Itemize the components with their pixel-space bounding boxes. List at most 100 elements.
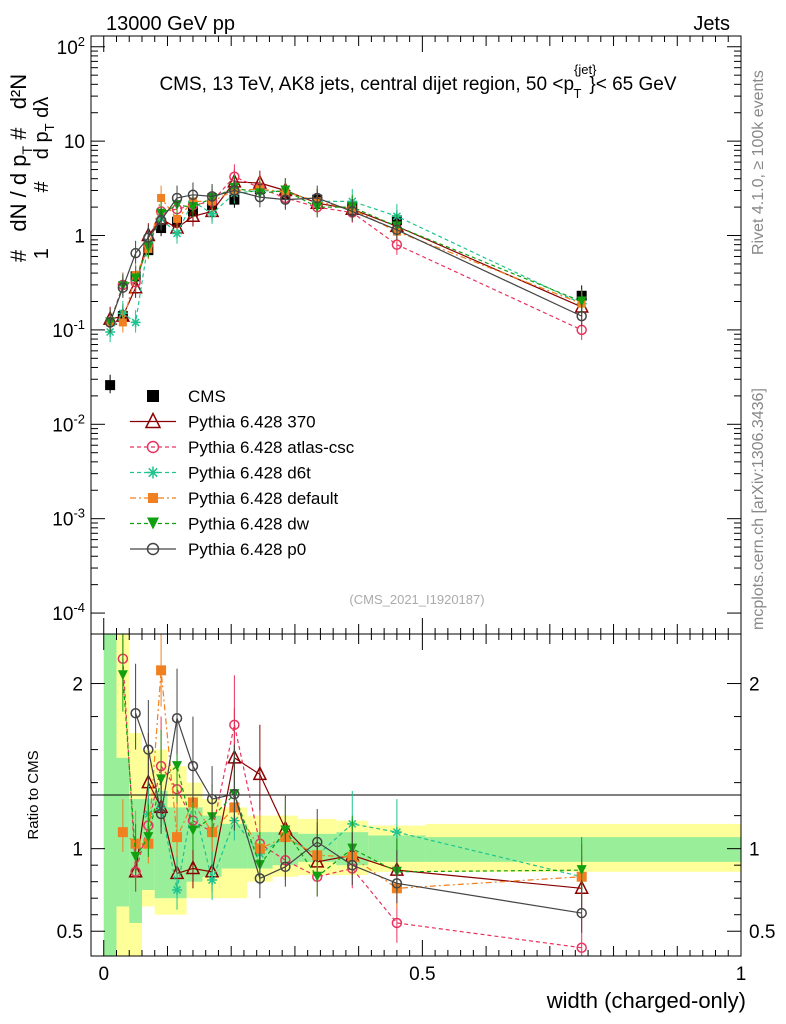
main-data-point [172,228,183,239]
ratio-series-line [135,713,582,914]
x-tick-label: 0.5 [409,964,435,985]
legend-label: Pythia 6.428 d6t [188,464,311,483]
main-data-point [171,192,183,204]
ratio-data-point [185,859,201,875]
legend-label: Pythia 6.428 dw [188,515,310,534]
ratio-data-point [172,832,183,843]
legend-item: Pythia 6.428 default [130,489,339,508]
ratio-data-point [280,861,291,873]
main-data-point [128,279,143,294]
ratio-y-tick-label: 1 [72,840,83,861]
ratio-plot-frame [90,633,742,957]
mcplots-label: mcplots.cern.ch [arXiv:1306.3436] [750,388,767,630]
ratio-data-point [187,760,199,772]
main-data-point [254,191,266,203]
main-data-point [155,215,167,226]
ratio-data-point [576,865,587,876]
ratio-data-point [280,825,291,836]
ratio-y-tick-label-right: 2 [749,675,760,696]
legend-marker [144,411,162,429]
main-data-point [118,318,127,327]
ratio-series-line [122,658,582,949]
chart-title-prefix: CMS, 13 TeV, AK8 jets, central dijet reg… [159,74,574,95]
ratio-data-point [391,917,403,929]
legend-item: Pythia 6.428 dw [130,515,310,534]
ratio-data-point [143,832,154,843]
ratio-data-point [252,765,268,781]
main-series-pythia-6-428-atlas-csc [104,164,587,341]
legend-marker [146,542,160,556]
ratio-data-point [117,670,128,681]
ratio-y-tick-label-right: 0.5 [749,922,775,943]
ratio-plot-panel: 0.5 0.51 12 20 0.5 1 Ratio to CMS width (char… [25,633,775,1013]
ratio-data-point [391,878,403,889]
main-data-point [143,232,154,243]
main-data-point [576,296,587,307]
ratio-data-point [254,873,266,884]
chart-title-subscript: T [573,86,581,101]
legend-marker [146,440,160,454]
ratio-y-axis-label: Ratio to CMS [25,750,42,839]
ratio-series-pythia-6-428-p0 [130,663,587,933]
main-data-point [229,185,240,196]
main-data-point [311,192,323,204]
legend-label: CMS [188,387,226,406]
legend-item: Pythia 6.428 p0 [130,540,306,559]
x-tick-label: 0 [98,964,109,985]
legend-marker [147,390,159,402]
legend: CMS Pythia 6.428 370 Pythia 6.428 atlas-cs… [130,387,355,559]
ratio-data-point [311,836,323,848]
ratio-data-point [391,827,402,838]
legend-label: Pythia 6.428 p0 [188,540,306,559]
main-y-axis-label: # dN / d pT # d²N 1 # d pT dλ [6,74,57,262]
chart-title-superscript: {jet} [574,62,597,77]
ratio-data-point [187,825,198,836]
main-data-point [391,224,403,236]
ratio-y-tick-label-right: 1 [749,840,760,861]
ratio-data-point [576,907,587,919]
main-data-point [207,208,218,219]
legend-marker [147,466,159,479]
ratio-series-line [122,675,582,878]
main-y-tick-label: 10-1 [52,317,85,342]
ratio-data-point [143,744,154,755]
ratio-y-tick-label: 2 [72,675,83,696]
y-label-frac: # dN / d pT # d²N [6,74,35,262]
main-series-pythia-6-428-p0 [104,178,587,333]
legend-label: Pythia 6.428 default [188,489,339,508]
main-y-tick-label: 10-4 [52,600,85,625]
ratio-data-point [229,788,240,800]
main-data-point [105,380,116,391]
main-y-tick-label: 10-2 [52,411,85,436]
x-tick-label: 1 [736,964,747,985]
chart-title: CMS, 13 TeV, AK8 jets, central dijet reg… [159,62,676,101]
legend-label: Pythia 6.428 atlas-csc [188,438,355,457]
chart-title-suffix: }< 65 GeV [589,74,676,95]
main-data-point [206,191,218,202]
ratio-data-point [206,793,218,805]
legend-marker [148,493,158,503]
main-data-point [130,317,141,328]
main-series-line [109,181,582,320]
y-label-denom: 1 # d pT dλ [31,97,57,259]
main-data-point [130,247,141,259]
category-label: Jets [693,13,730,35]
ratio-data-point [156,774,167,785]
ratio-y-tick-label: 0.5 [57,922,83,943]
energy-label: 13000 GeV pp [106,13,235,35]
main-data-point [104,317,116,328]
main-y-tick-label: 10-3 [52,506,85,531]
main-data-point [347,206,358,217]
ratio-data-point [130,851,141,862]
ratio-data-point [172,884,183,895]
ratio-data-point [156,665,167,676]
legend-label: Pythia 6.428 370 [188,413,316,432]
main-data-point [117,282,129,293]
ratio-data-point [171,712,183,724]
main-data-point [157,193,166,202]
main-data-point [185,207,201,223]
main-data-point [576,310,587,322]
main-data-point [187,202,198,213]
ratio-data-point [155,808,167,820]
legend-item: Pythia 6.428 d6t [130,464,311,483]
